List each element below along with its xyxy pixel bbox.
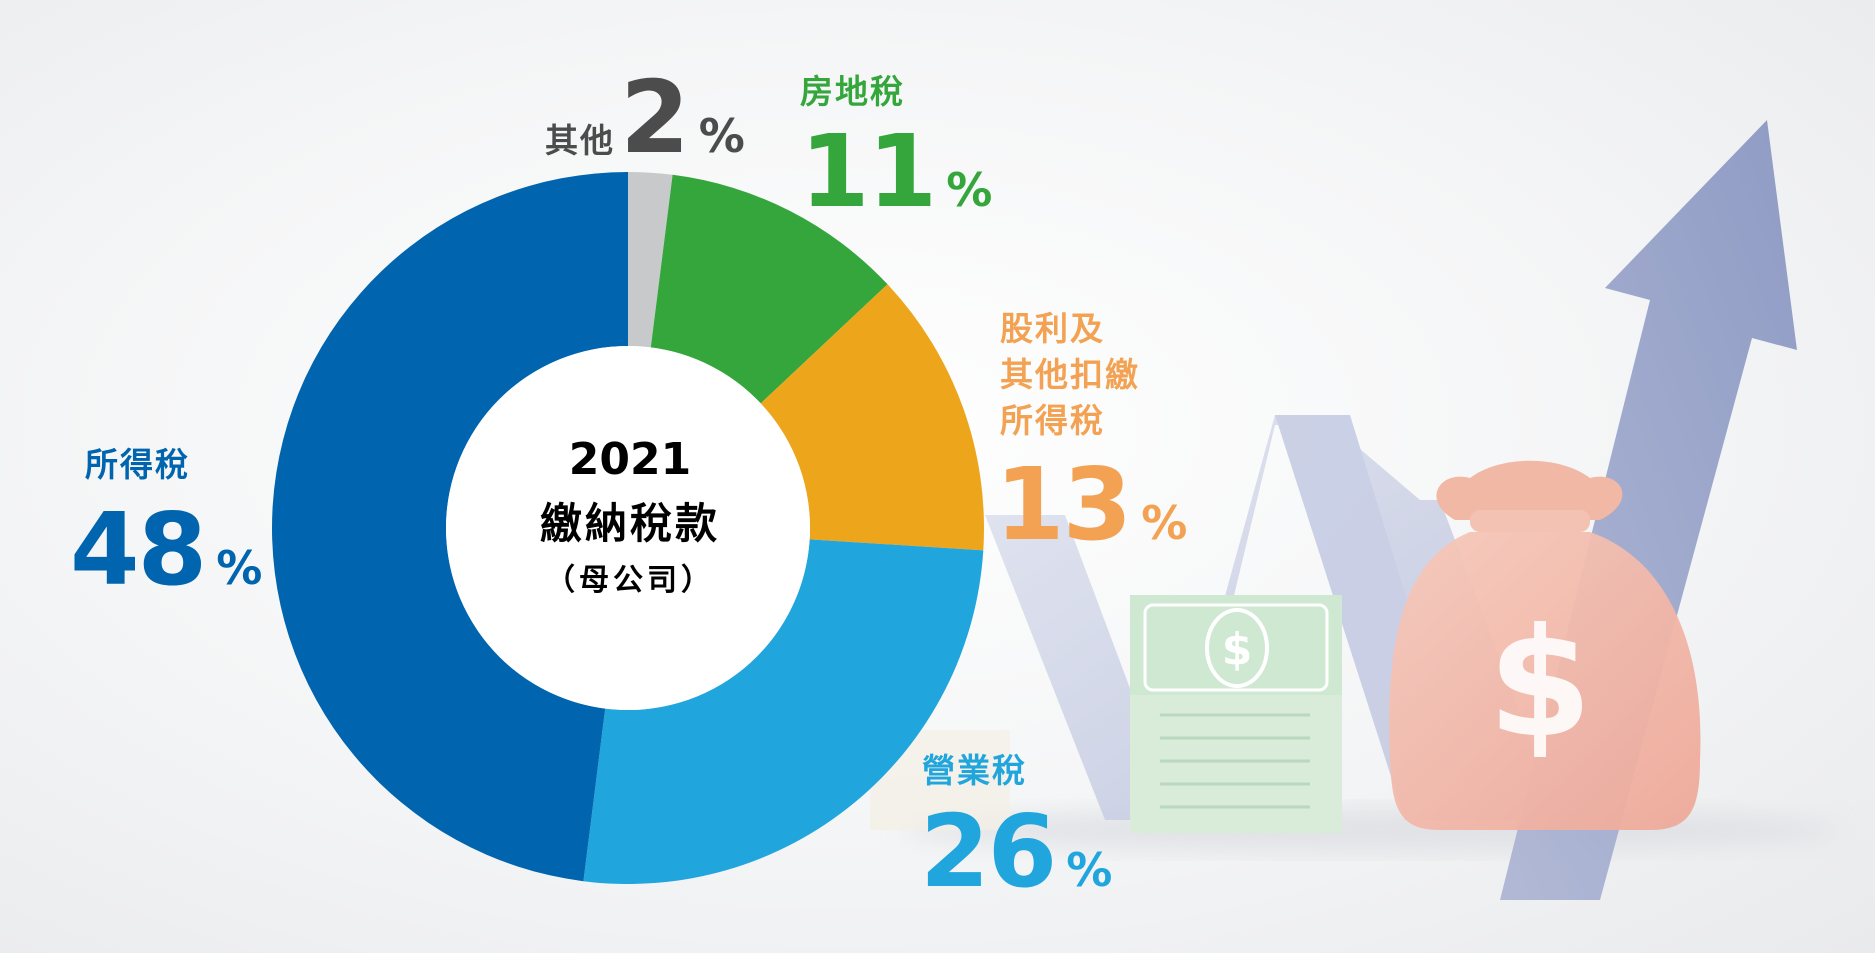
donut-slice-0 — [628, 172, 673, 348]
label-income-pct: % — [216, 541, 263, 595]
center-year: 2021 — [568, 434, 692, 485]
donut-chart — [271, 172, 984, 884]
label-other-name: 其他 — [545, 121, 615, 160]
label-property-pct: % — [946, 163, 993, 217]
donut-hole — [446, 346, 810, 710]
label-other-pct: % — [698, 109, 745, 163]
label-dividend-value: 13 — [995, 446, 1132, 563]
label-income-value: 48 — [70, 491, 207, 608]
label-dividend-pct: % — [1141, 496, 1188, 550]
donut-slice-3 — [583, 539, 984, 884]
label-business: 26 % — [920, 802, 1112, 902]
label-business-name: 營業稅 — [922, 751, 1027, 790]
banknote-stack-icon: $ — [870, 595, 1342, 833]
donut-slice-4 — [271, 172, 628, 882]
label-business-pct: % — [1066, 843, 1113, 897]
center-title: 繳納稅款 — [539, 499, 720, 548]
center-subtitle: （母公司） — [545, 563, 715, 598]
label-income: 48 % — [70, 500, 262, 600]
money-bag-icon: $ — [1389, 460, 1701, 830]
label-property-name: 房地稅 — [800, 72, 905, 111]
svg-text:$: $ — [1222, 624, 1253, 675]
label-dividend-line1: 股利及 — [1000, 309, 1105, 348]
svg-text:$: $ — [1488, 597, 1592, 771]
donut-slice-1 — [650, 174, 888, 404]
label-dividend: 13 % — [995, 455, 1187, 555]
label-income-name: 所得稅 — [85, 445, 190, 484]
label-business-value: 26 — [920, 793, 1057, 910]
label-other-value: 2 — [620, 59, 690, 176]
label-dividend-line2: 其他扣繳 — [1000, 355, 1140, 394]
label-dividend-line3: 所得稅 — [1000, 401, 1105, 440]
donut-slice-2 — [760, 284, 984, 551]
label-property: 11 % — [800, 122, 992, 222]
label-other: 其他 2 % — [545, 68, 745, 168]
label-property-value: 11 — [800, 113, 937, 230]
